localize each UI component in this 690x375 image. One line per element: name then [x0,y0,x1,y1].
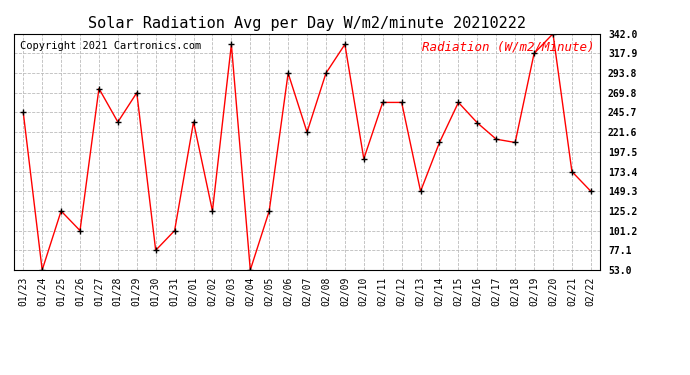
Text: Copyright 2021 Cartronics.com: Copyright 2021 Cartronics.com [19,41,201,51]
Title: Solar Radiation Avg per Day W/m2/minute 20210222: Solar Radiation Avg per Day W/m2/minute … [88,16,526,31]
Text: Radiation (W/m2/Minute): Radiation (W/m2/Minute) [422,41,594,54]
